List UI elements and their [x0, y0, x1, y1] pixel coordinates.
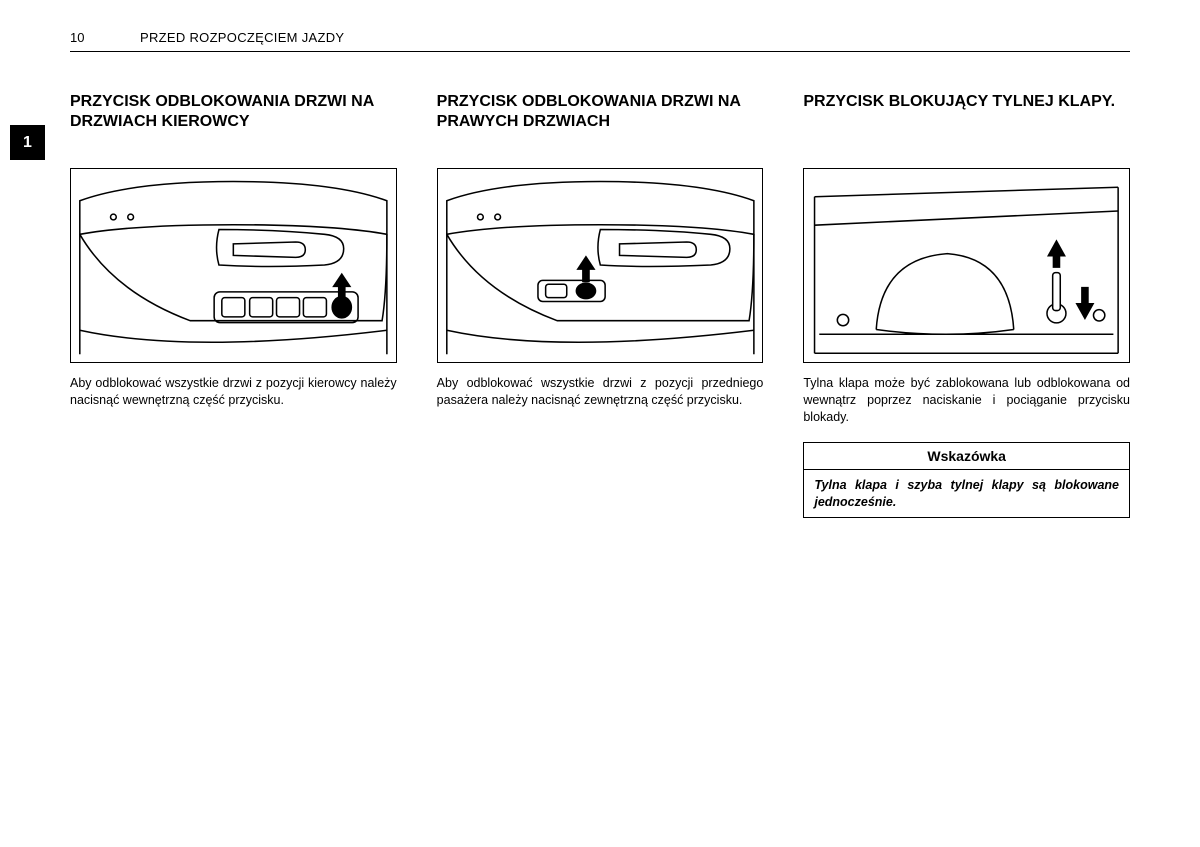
- tailgate-lock-illustration: [808, 173, 1125, 358]
- column-1: PRZYCISK ODBLOKOWANIA DRZWI NA DRZWIACH …: [70, 92, 397, 518]
- arrow-down-icon: [576, 255, 595, 282]
- col3-body: Tylna klapa może być zablokowana lub odb…: [803, 375, 1130, 426]
- column-2: PRZYCISK ODBLOKOWANIA DRZWI NA PRAWYCH D…: [437, 92, 764, 518]
- col3-figure: [803, 168, 1130, 363]
- col1-body: Aby odblokować wszystkie drzwi z pozycji…: [70, 375, 397, 409]
- chapter-tab: 1: [10, 125, 45, 160]
- arrow-down-icon: [332, 273, 351, 300]
- col2-heading: PRZYCISK ODBLOKOWANIA DRZWI NA PRAWYCH D…: [437, 92, 764, 154]
- note-title: Wskazówka: [804, 443, 1129, 470]
- header-rule: [70, 51, 1130, 52]
- col2-figure: [437, 168, 764, 363]
- section-name: PRZED ROZPOCZĘCIEM JAZDY: [140, 30, 344, 45]
- page-header: 10 PRZED ROZPOCZĘCIEM JAZDY: [70, 30, 1130, 45]
- page-number: 10: [70, 30, 100, 45]
- col1-heading: PRZYCISK ODBLOKOWANIA DRZWI NA DRZWIACH …: [70, 92, 397, 154]
- driver-door-illustration: [75, 173, 392, 358]
- note-box: Wskazówka Tylna klapa i szyba tylnej kla…: [803, 442, 1130, 519]
- column-3: PRZYCISK BLOKUJĄCY TYLNEJ KLAPY.: [803, 92, 1130, 518]
- note-body: Tylna klapa i szyba tylnej klapy są blok…: [804, 470, 1129, 518]
- col2-body: Aby odblokować wszystkie drzwi z pozycji…: [437, 375, 764, 409]
- manual-page: 10 PRZED ROZPOCZĘCIEM JAZDY 1 PRZYCISK O…: [0, 0, 1200, 548]
- content-columns: PRZYCISK ODBLOKOWANIA DRZWI NA DRZWIACH …: [70, 92, 1130, 518]
- passenger-door-illustration: [442, 173, 759, 358]
- col1-figure: [70, 168, 397, 363]
- col3-heading: PRZYCISK BLOKUJĄCY TYLNEJ KLAPY.: [803, 92, 1130, 154]
- arrow-up-icon: [1047, 239, 1066, 267]
- arrow-down-icon: [1076, 287, 1095, 320]
